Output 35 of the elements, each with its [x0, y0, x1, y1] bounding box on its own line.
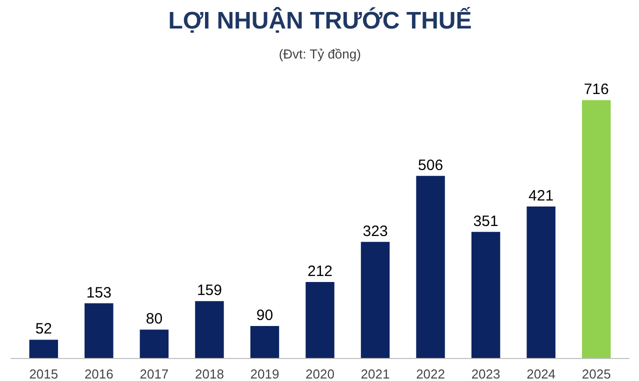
x-tick-label: 2024: [526, 366, 556, 381]
bar: [471, 232, 500, 358]
x-tick-label: 2021: [360, 366, 390, 381]
data-label: 421: [528, 188, 554, 205]
chart-title: LỢI NHUẬN TRƯỚC THUẾ: [168, 6, 472, 34]
data-label: 716: [584, 81, 609, 98]
data-label: 506: [418, 156, 444, 174]
data-label: 159: [196, 282, 222, 300]
data-label: 153: [86, 284, 112, 302]
x-tick-label: 2019: [250, 366, 280, 381]
x-tick-label: 2023: [471, 366, 500, 381]
bar: [84, 303, 114, 358]
data-label: 52: [35, 320, 52, 338]
bar: [306, 282, 334, 358]
bar: [29, 340, 58, 358]
x-tick-label: 2017: [140, 366, 169, 381]
bar: [582, 100, 611, 358]
data-label: 80: [146, 310, 163, 328]
bar: [416, 176, 445, 358]
data-label: 212: [307, 262, 333, 280]
x-tick-label: 2020: [306, 366, 334, 381]
x-tick-label: 2025: [582, 366, 611, 381]
x-tick-label: 2022: [416, 366, 445, 381]
x-tick-label: 2015: [29, 366, 58, 381]
chart-subtitle: (Đvt: Tỷ đồng): [278, 46, 361, 62]
bar: [140, 330, 169, 358]
data-label: 90: [256, 307, 274, 324]
bar: [526, 206, 556, 358]
bar: [360, 242, 390, 358]
bar: [195, 301, 224, 358]
x-tick-label: 2016: [84, 366, 114, 381]
bar: [250, 326, 280, 358]
data-label: 351: [473, 212, 498, 230]
data-label: 323: [362, 222, 388, 240]
x-tick-label: 2018: [195, 366, 224, 381]
